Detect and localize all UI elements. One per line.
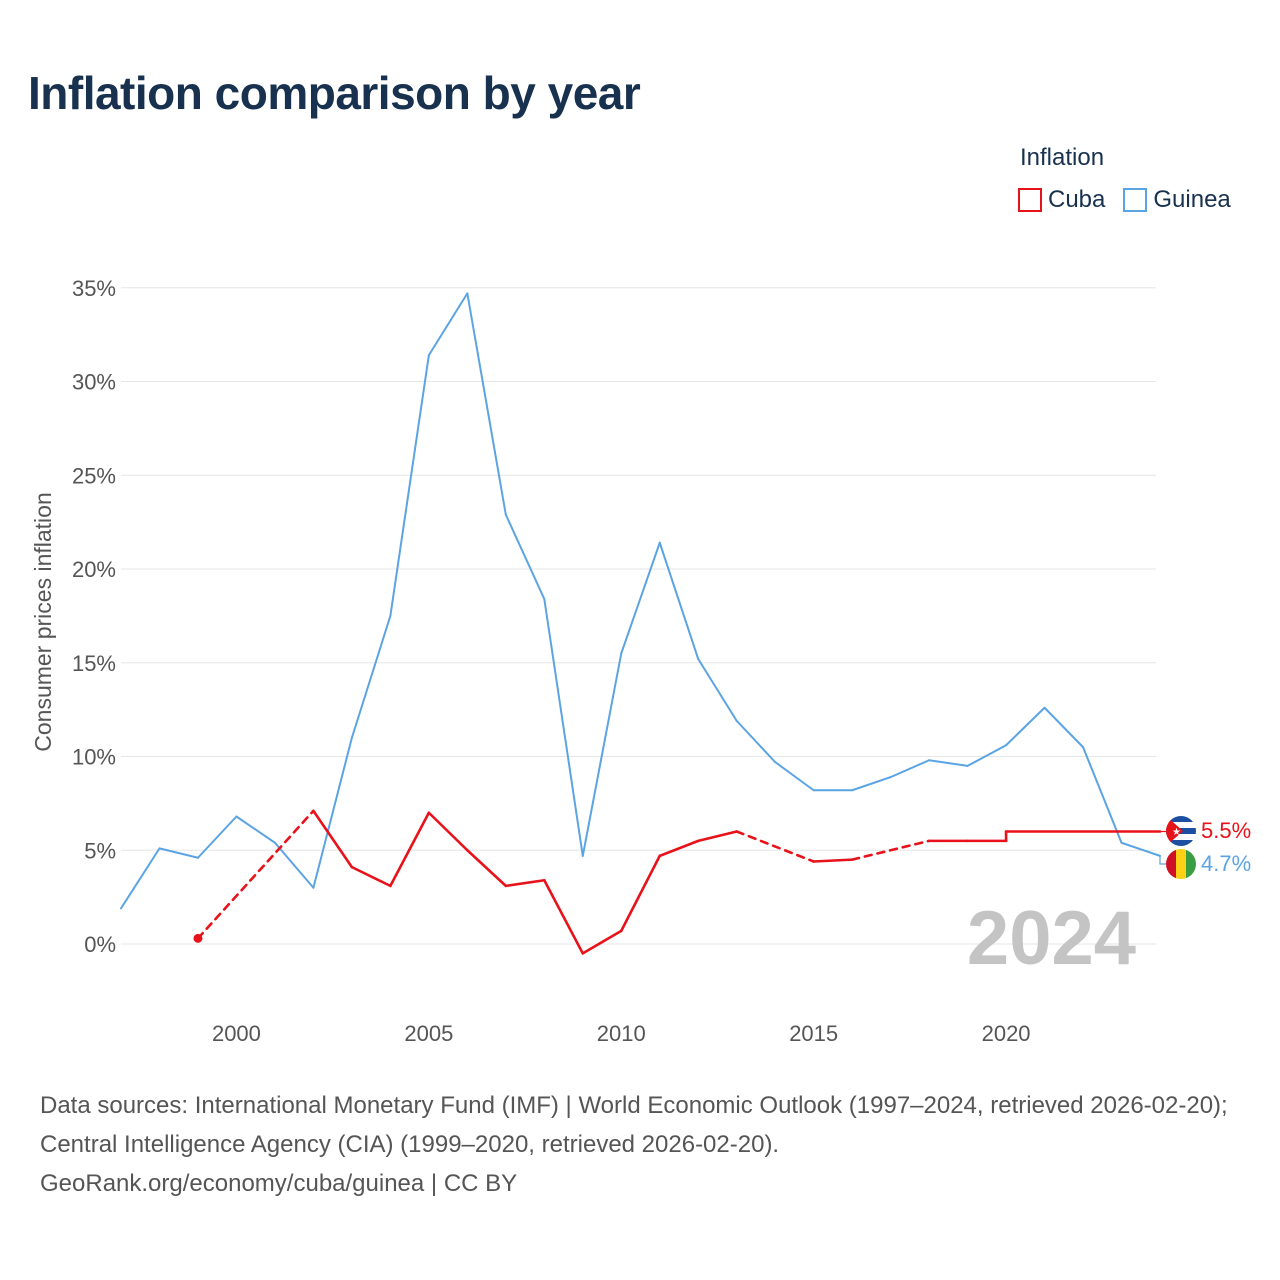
cuba-line-segment <box>850 839 931 861</box>
line-chart: 0%5%10%15%20%25%30%35% 2000 2005 2010 2015 2… <box>30 276 1251 1046</box>
guinea-line-segment <box>120 847 161 910</box>
cuba-line-segment <box>312 809 354 869</box>
svg-text:★: ★ <box>1172 827 1181 838</box>
grid-lines <box>121 287 1156 945</box>
guinea-line-segment <box>1120 841 1161 857</box>
guinea-line-segment <box>196 815 238 859</box>
credit-line: GeoRank.org/economy/cuba/guinea | CC BY <box>40 1170 518 1197</box>
y-tick-label: 25% <box>72 463 116 488</box>
cuba-line-segment <box>735 830 815 863</box>
legend-item-guinea[interactable]: Guinea <box>1123 186 1231 214</box>
guinea-line-segment <box>543 598 584 857</box>
cuba-line-segment <box>581 929 623 955</box>
guinea-line-segment <box>697 658 738 722</box>
end-markers: ★ 5.5% 4.7% <box>1159 816 1251 879</box>
cuba-point <box>193 933 203 943</box>
cuba-line-segment <box>812 858 854 863</box>
guinea-leader-line <box>1159 855 1166 865</box>
guinea-line-segment <box>658 541 700 660</box>
page-title: Inflation comparison by year <box>28 67 641 119</box>
legend-swatch-cuba <box>1018 188 1042 212</box>
guinea-line-segment <box>273 841 315 889</box>
guinea-line-segment <box>466 292 507 516</box>
x-tick-label: 2005 <box>404 1021 453 1046</box>
legend-swatch-guinea <box>1123 188 1148 212</box>
guinea-line-segment <box>1005 706 1046 747</box>
guinea-end-label: 4.7% <box>1201 851 1251 876</box>
cuba-line-segment <box>658 839 700 858</box>
y-tick-label: 15% <box>72 651 116 676</box>
guinea-flag-icon <box>1166 849 1196 879</box>
cuba-line-segment <box>542 878 585 955</box>
guinea-line-segment <box>620 541 661 655</box>
guinea-line-segment <box>851 776 892 792</box>
year-watermark: 2024 <box>967 896 1136 981</box>
guinea-line-segment <box>504 513 546 600</box>
cuba-flag-icon: ★ <box>1166 816 1196 846</box>
guinea-line-segment <box>928 759 969 767</box>
cuba-line-segment <box>389 811 431 888</box>
legend: Cuba Guinea <box>1018 186 1231 214</box>
y-tick-label: 30% <box>72 370 116 395</box>
y-tick-label: 10% <box>72 745 116 770</box>
guinea-line-segment <box>389 354 430 617</box>
cuba-line-segment <box>696 830 739 843</box>
data-sources: Data sources: International Monetary Fun… <box>40 1092 1228 1158</box>
legend-title: Inflation <box>1020 144 1105 171</box>
x-tick-label: 2020 <box>982 1021 1031 1046</box>
cuba-end-label: 5.5% <box>1201 818 1251 843</box>
y-tick-label: 20% <box>72 557 116 582</box>
guinea-line-segment <box>774 761 815 792</box>
x-tick-label: 2015 <box>789 1021 838 1046</box>
cuba-line-segment <box>619 854 662 933</box>
legend-label-guinea: Guinea <box>1153 186 1231 213</box>
guinea-line-segment <box>889 759 931 779</box>
guinea-line-segment <box>1043 706 1085 749</box>
legend-item-cuba[interactable]: Cuba <box>1018 186 1105 214</box>
guinea-line-segment <box>350 614 392 739</box>
y-tick-label: 35% <box>72 276 116 301</box>
cuba-line-segment <box>350 865 392 888</box>
footer: Data sources: International Monetary Fun… <box>40 1086 1250 1203</box>
cuba-line-segment <box>466 848 508 888</box>
guinea-line-segment <box>158 847 199 859</box>
y-axis-ticks: 0% 5% 10% 15% 20% 25% 30% 35% <box>72 276 116 957</box>
guinea-line-segment <box>312 736 353 889</box>
cuba-line-segment <box>427 811 469 852</box>
guinea-line-segment <box>966 744 1008 767</box>
x-axis-ticks: 2000 2005 2010 2015 2020 <box>212 1021 1031 1046</box>
y-axis-label: Consumer prices inflation <box>30 492 56 752</box>
series-group <box>120 292 1162 955</box>
guinea-line-segment <box>735 719 777 764</box>
guinea-line-segment <box>427 292 469 357</box>
legend-label-cuba: Cuba <box>1048 186 1106 213</box>
guinea-line-segment <box>235 815 276 844</box>
cuba-line-segment <box>196 809 315 940</box>
x-tick-label: 2000 <box>212 1021 261 1046</box>
cuba-line-segment <box>504 878 546 888</box>
x-tick-label: 2010 <box>597 1021 646 1046</box>
y-tick-label: 0% <box>84 932 116 957</box>
y-tick-label: 5% <box>84 838 116 863</box>
guinea-line-segment <box>1082 746 1123 844</box>
guinea-line-segment <box>581 652 623 857</box>
